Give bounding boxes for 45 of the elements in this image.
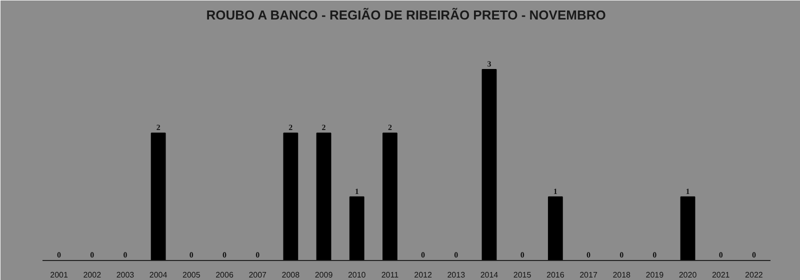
x-tick-label: 2001 <box>50 270 68 280</box>
x-tick-label: 2007 <box>248 270 268 280</box>
data-label: 1 <box>553 186 558 196</box>
data-label: 0 <box>123 250 128 260</box>
x-tick-label: 2009 <box>314 270 334 280</box>
x-tick-label: 2022 <box>745 270 764 280</box>
x-tick-label: 2003 <box>116 270 135 280</box>
x-tick-label: 2013 <box>447 270 466 280</box>
x-tick-label: 2010 <box>348 270 366 280</box>
x-tick-label: 2005 <box>182 270 201 280</box>
data-label: 0 <box>256 250 260 260</box>
data-label: 0 <box>90 250 94 260</box>
data-label: 2 <box>156 123 160 132</box>
data-label: 2 <box>288 123 293 132</box>
x-tick-label: 2006 <box>216 270 234 280</box>
data-label: 2 <box>388 123 392 132</box>
x-tick-label: 2021 <box>712 270 730 280</box>
data-label: 1 <box>354 186 359 196</box>
x-tick-label: 2014 <box>480 270 499 280</box>
data-label: 3 <box>487 60 492 69</box>
x-tick-label: 2018 <box>612 270 632 280</box>
data-label: 0 <box>520 250 524 260</box>
data-label: 1 <box>686 186 690 196</box>
data-label: 0 <box>752 250 756 260</box>
x-tick-label: 2011 <box>381 270 400 280</box>
x-tick-label: 2002 <box>83 270 102 280</box>
chart-title: ROUBO A BANCO - REGIÃO DE RIBEIRÃO PRETO - NOVEMBRO <box>206 8 606 22</box>
x-tick-label: 2017 <box>580 270 598 280</box>
x-tick-label: 2012 <box>414 270 432 280</box>
data-label: 0 <box>57 250 62 260</box>
x-tick-label: 2004 <box>149 270 168 280</box>
data-label: 0 <box>222 250 226 260</box>
x-tick-label: 2019 <box>646 270 664 280</box>
data-label: 2 <box>322 123 326 132</box>
data-label: 0 <box>586 250 590 260</box>
data-label: 0 <box>718 250 723 260</box>
data-label: 0 <box>620 250 624 260</box>
x-tick-label: 2008 <box>282 270 300 280</box>
x-tick-label: 2015 <box>513 270 532 280</box>
data-label: 0 <box>652 250 657 260</box>
x-tick-label: 2016 <box>546 270 565 280</box>
data-label: 0 <box>421 250 426 260</box>
data-label: 0 <box>189 250 194 260</box>
x-tick-label: 2020 <box>678 270 698 280</box>
data-label: 0 <box>454 250 458 260</box>
